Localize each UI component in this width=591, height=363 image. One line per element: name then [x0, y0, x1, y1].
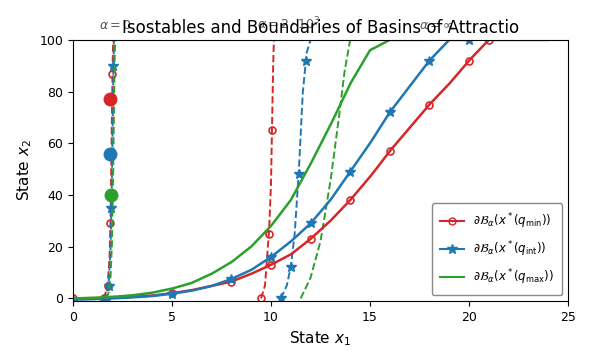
X-axis label: State $x_1$: State $x_1$	[290, 329, 352, 348]
Title: Isostables and Boundaries of Basins of Attractio: Isostables and Boundaries of Basins of A…	[122, 19, 519, 37]
Text: $\alpha = 2 \cdot 10^3$: $\alpha = 2 \cdot 10^3$	[257, 16, 320, 32]
Legend: $\partial\mathcal{B}_\alpha(x^*(q_{\mathrm{min}}))$, $\partial\mathcal{B}_\alpha: $\partial\mathcal{B}_\alpha(x^*(q_{\math…	[432, 203, 562, 295]
Text: $\alpha = 0$: $\alpha = 0$	[99, 19, 131, 32]
Text: $\alpha = \infty$: $\alpha = \infty$	[420, 19, 454, 32]
Y-axis label: State $x_2$: State $x_2$	[15, 139, 34, 201]
